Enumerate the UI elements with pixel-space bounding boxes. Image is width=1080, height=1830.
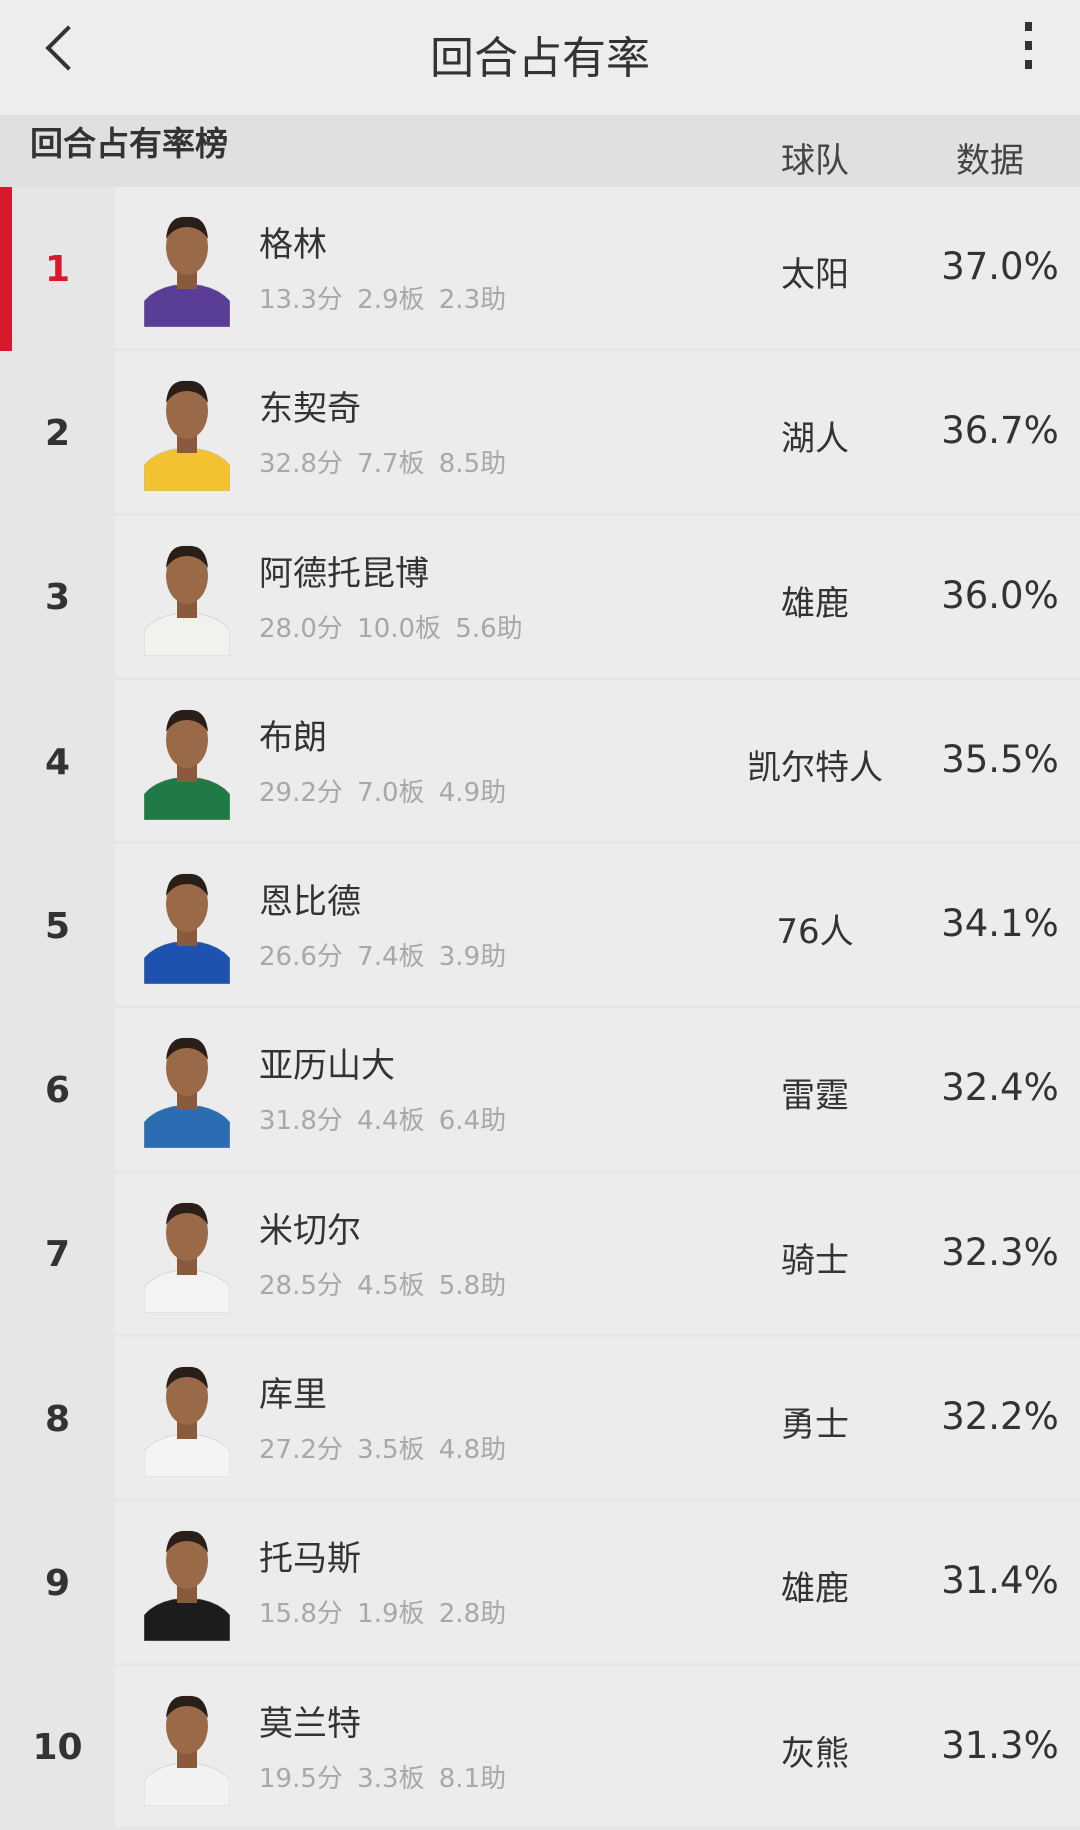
team-name: 凯尔特人 <box>747 747 883 788</box>
team-name: 湖人 <box>781 419 849 460</box>
rank-number: 2 <box>44 412 71 454</box>
player-name[interactable]: 库里 <box>259 1375 327 1416</box>
table-header: 回合占有率榜 球队 数据 <box>0 115 1080 187</box>
player-avatar <box>144 1695 230 1806</box>
table-row[interactable]: 1 格林 13.3分 2.9板 2.3助 太阳 37.0% <box>0 187 1080 352</box>
team-name: 灰熊 <box>781 1733 849 1774</box>
player-avatar <box>144 1366 230 1478</box>
rank-number: 3 <box>44 577 71 619</box>
row-body: 阿德托昆博 28.0分 10.0板 5.6助 雄鹿 36.0% <box>115 515 1080 677</box>
stat-value: 32.4% <box>941 1066 1059 1110</box>
stat-value: 32.2% <box>941 1395 1059 1439</box>
player-avatar <box>144 874 230 985</box>
stat-value: 35.5% <box>941 737 1059 781</box>
player-name[interactable]: 恩比德 <box>259 882 361 923</box>
table-title: 回合占有率榜 <box>30 124 228 163</box>
player-name[interactable]: 托马斯 <box>259 1539 361 1580</box>
rank-number: 7 <box>44 1234 71 1276</box>
table-row[interactable]: 3 阿德托昆博 28.0分 10.0板 5.6助 雄鹿 36.0% <box>0 515 1080 680</box>
player-avatar <box>144 545 230 656</box>
team-name: 76人 <box>776 912 854 953</box>
player-avatar <box>144 381 230 492</box>
more-options-button[interactable] <box>1016 22 1040 74</box>
rank-number: 9 <box>44 1563 71 1605</box>
team-name: 骑士 <box>781 1240 849 1281</box>
row-body: 恩比德 26.6分 7.4板 3.9助 76人 34.1% <box>115 844 1080 1006</box>
player-avatar <box>144 1531 230 1642</box>
player-name[interactable]: 布朗 <box>259 717 327 758</box>
player-stats: 19.5分 3.3板 8.1助 <box>259 1763 507 1794</box>
table-row[interactable]: 2 东契奇 32.8分 7.7板 8.5助 湖人 36.7% <box>0 351 1080 516</box>
player-stats: 31.8分 4.4板 6.4助 <box>259 1106 507 1137</box>
player-avatar <box>144 216 230 327</box>
player-name[interactable]: 米切尔 <box>259 1210 361 1251</box>
row-body: 格林 13.3分 2.9板 2.3助 太阳 37.0% <box>115 187 1080 349</box>
player-name[interactable]: 格林 <box>259 225 327 265</box>
stat-value: 37.0% <box>941 245 1059 288</box>
column-header-team[interactable]: 球队 <box>781 141 849 181</box>
team-name: 雄鹿 <box>781 1569 849 1610</box>
row-body: 米切尔 28.5分 4.5板 5.8助 骑士 32.3% <box>115 1172 1080 1335</box>
team-name: 雄鹿 <box>781 583 849 624</box>
player-name[interactable]: 阿德托昆博 <box>259 553 429 594</box>
more-vertical-icon <box>1024 22 1032 31</box>
rank-number: 1 <box>44 248 71 290</box>
table-row[interactable]: 10 莫兰特 19.5分 3.3板 8.1助 灰熊 31.3% <box>0 1665 1080 1830</box>
table-row[interactable]: 5 恩比德 26.6分 7.4板 3.9助 76人 34.1% <box>0 844 1080 1009</box>
table-row[interactable]: 9 托马斯 15.8分 1.9板 2.8助 雄鹿 31.4% <box>0 1501 1080 1666</box>
team-name: 太阳 <box>781 255 849 295</box>
player-avatar <box>144 709 230 820</box>
rank-number: 8 <box>44 1398 71 1440</box>
table-row[interactable]: 6 亚历山大 31.8分 4.4板 6.4助 雷霆 32.4% <box>0 1008 1080 1173</box>
player-stats: 26.6分 7.4板 3.9助 <box>259 942 507 973</box>
rank-number: 10 <box>32 1727 83 1769</box>
column-header-value[interactable]: 数据 <box>956 141 1024 181</box>
player-stats: 32.8分 7.7板 8.5助 <box>259 449 507 480</box>
row-body: 布朗 29.2分 7.0板 4.9助 凯尔特人 35.5% <box>115 679 1080 842</box>
top-bar: 回合占有率 <box>0 0 1080 115</box>
row-body: 库里 27.2分 3.5板 4.8助 勇士 32.2% <box>115 1337 1080 1499</box>
player-stats: 15.8分 1.9板 2.8助 <box>259 1599 507 1630</box>
row-body: 莫兰特 19.5分 3.3板 8.1助 灰熊 31.3% <box>115 1665 1080 1827</box>
table-row[interactable]: 7 米切尔 28.5分 4.5板 5.8助 骑士 32.3% <box>0 1172 1080 1338</box>
highlight-bar <box>0 187 12 352</box>
stat-value: 32.3% <box>941 1230 1059 1274</box>
rank-number: 6 <box>44 1070 71 1112</box>
stat-value: 36.0% <box>941 573 1059 617</box>
player-stats: 13.3分 2.9板 2.3助 <box>259 285 507 315</box>
player-name[interactable]: 莫兰特 <box>259 1703 361 1744</box>
row-body: 托马斯 15.8分 1.9板 2.8助 雄鹿 31.4% <box>115 1501 1080 1663</box>
team-name: 勇士 <box>781 1405 849 1446</box>
page-title: 回合占有率 <box>430 33 650 84</box>
player-stats: 29.2分 7.0板 4.9助 <box>259 777 507 808</box>
table-row[interactable]: 8 库里 27.2分 3.5板 4.8助 勇士 32.2% <box>0 1337 1080 1502</box>
rank-number: 4 <box>44 741 71 783</box>
player-stats: 28.0分 10.0板 5.6助 <box>259 613 523 644</box>
ranking-list: 1 格林 13.3分 2.9板 2.3助 太阳 37.0% 2 东契奇 32.8… <box>0 187 1080 1830</box>
stat-value: 36.7% <box>941 409 1059 453</box>
stat-value: 34.1% <box>941 902 1059 946</box>
table-row[interactable]: 4 布朗 29.2分 7.0板 4.9助 凯尔特人 35.5% <box>0 679 1080 845</box>
player-name[interactable]: 东契奇 <box>259 389 361 430</box>
team-name: 雷霆 <box>781 1076 849 1117</box>
player-avatar <box>144 1202 230 1313</box>
player-stats: 28.5分 4.5板 5.8助 <box>259 1270 507 1301</box>
rank-number: 5 <box>44 905 71 947</box>
stat-value: 31.4% <box>941 1559 1059 1603</box>
player-name[interactable]: 亚历山大 <box>259 1046 395 1087</box>
row-body: 东契奇 32.8分 7.7板 8.5助 湖人 36.7% <box>115 351 1080 513</box>
player-avatar <box>144 1038 230 1149</box>
player-stats: 27.2分 3.5板 4.8助 <box>259 1435 507 1466</box>
stat-value: 31.3% <box>941 1723 1059 1767</box>
row-body: 亚历山大 31.8分 4.4板 6.4助 雷霆 32.4% <box>115 1008 1080 1170</box>
